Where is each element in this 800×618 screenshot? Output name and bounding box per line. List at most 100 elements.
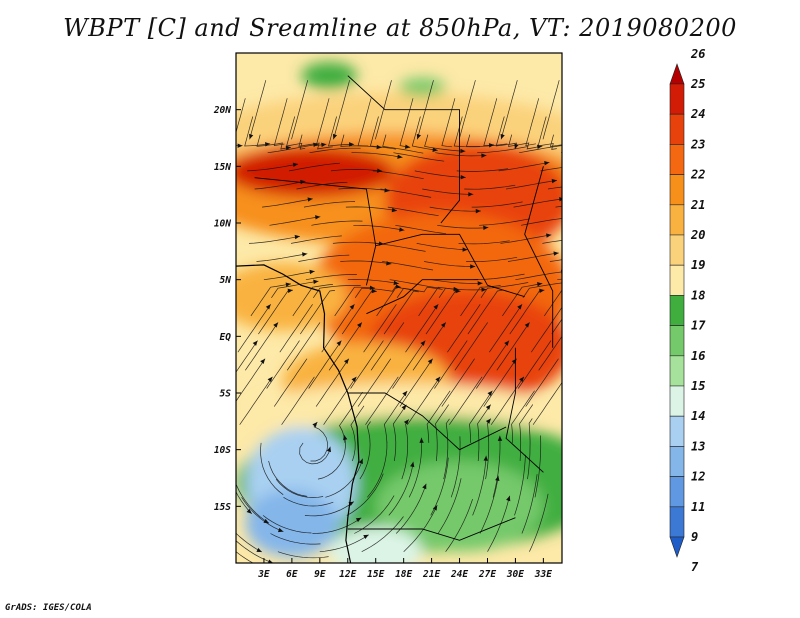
x-tick-label: 3E (257, 569, 270, 580)
streamline (273, 98, 288, 147)
streamline (561, 152, 562, 154)
colorbar-swatch (669, 204, 685, 236)
colorbar-label: 25 (690, 77, 705, 91)
streamline (372, 170, 424, 180)
streamline (441, 98, 456, 148)
stream-arrow (485, 404, 491, 410)
streamline (367, 441, 388, 498)
streamline (395, 483, 427, 534)
streamline (456, 168, 508, 172)
streamline (304, 501, 355, 517)
x-tick-label: 30E (506, 569, 524, 580)
colorbar-label: 22 (690, 168, 705, 182)
stream-arrow (468, 192, 474, 197)
streamline (424, 261, 476, 267)
streamline (454, 322, 488, 371)
stream-arrow (420, 340, 426, 346)
streamline (549, 134, 562, 147)
streamline (299, 442, 331, 465)
streamline (236, 483, 270, 524)
stream-arrow (386, 261, 392, 266)
stream-arrow (358, 458, 363, 465)
stream-arrow (349, 304, 355, 310)
streamline (387, 206, 439, 217)
streamline (502, 283, 543, 317)
field-gulf-guinea (236, 262, 348, 331)
streamline (509, 289, 545, 335)
streamline (277, 551, 329, 559)
stream-arrow (402, 391, 408, 397)
stream-arrow (404, 144, 411, 149)
stream-arrow (326, 446, 332, 453)
country-border (254, 177, 377, 286)
streamline (498, 162, 550, 172)
streamline (263, 270, 315, 281)
stream-arrow (277, 527, 284, 533)
streamline (525, 98, 540, 147)
streamline (346, 473, 384, 516)
streamline (500, 80, 518, 140)
streamline (245, 322, 279, 371)
streamline (443, 418, 450, 480)
streamline (471, 201, 523, 208)
streamline (281, 376, 315, 425)
streamline (237, 304, 271, 353)
streamline (350, 340, 384, 389)
stream-arrow (517, 304, 523, 310)
country-border (505, 347, 544, 473)
colorbar-label: 19 (691, 258, 705, 272)
streamline (383, 290, 419, 335)
streamline (382, 261, 434, 271)
field-atlantic-deep (245, 489, 339, 558)
streamline (353, 224, 405, 231)
stream-arrow (460, 175, 466, 180)
streamline (393, 152, 445, 162)
colorbar-label: 17 (691, 319, 706, 333)
streamline (532, 381, 562, 425)
streamline (438, 287, 487, 298)
streamline (563, 224, 614, 226)
streamline (330, 169, 383, 172)
streamline (308, 340, 342, 389)
streamline (248, 235, 300, 244)
streamline (426, 390, 451, 443)
colorbar-label: 23 (690, 137, 705, 151)
stream-arrow (363, 534, 369, 540)
stream-arrow (483, 455, 488, 461)
stream-arrow (567, 215, 572, 220)
streamline (557, 278, 562, 281)
stream-arrow (497, 435, 503, 441)
y-tick-label: 5S (220, 389, 232, 400)
streamline (411, 116, 438, 151)
streamline (525, 358, 559, 407)
stream-arrow (344, 358, 349, 364)
stream-arrow (416, 133, 421, 140)
streamline (392, 404, 407, 462)
streamline (483, 358, 517, 407)
streamline (310, 421, 329, 462)
streamline (291, 80, 309, 140)
streamline (424, 134, 466, 152)
streamline (466, 134, 508, 147)
stream-arrow (475, 208, 481, 214)
stream-arrow (252, 340, 258, 346)
streamline (534, 435, 542, 498)
streamline (476, 340, 510, 389)
streamline (511, 390, 535, 443)
streamline (317, 434, 346, 480)
colorbar-swatch (669, 446, 685, 477)
stream-arrow (537, 144, 543, 149)
streamline (380, 188, 432, 198)
colorbar-label: 15 (691, 379, 705, 393)
y-tick-label: 15S (214, 502, 231, 513)
y-tick-label: 10N (214, 219, 231, 230)
stream-arrow (495, 475, 500, 482)
stream-arrow (273, 322, 279, 328)
streamline (500, 234, 552, 244)
stream-arrow (343, 434, 348, 441)
streamline (407, 376, 441, 425)
streamline (429, 206, 481, 212)
streamline (350, 405, 365, 462)
streamline (303, 201, 356, 208)
streamline (527, 418, 533, 480)
